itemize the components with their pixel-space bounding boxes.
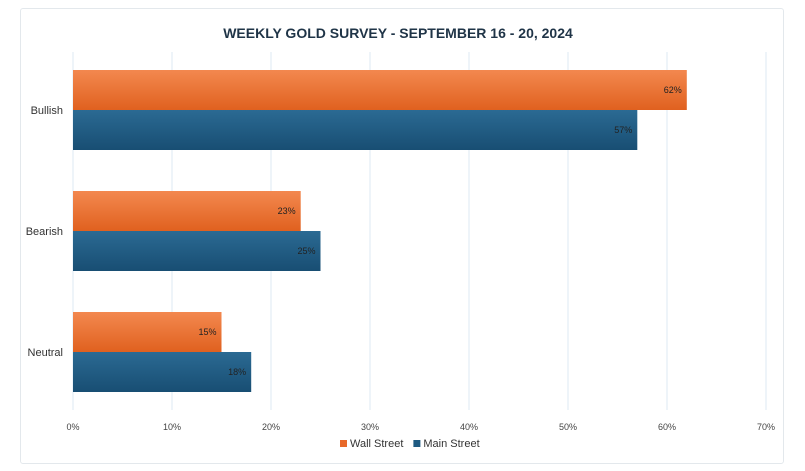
- bar-main-street: [73, 352, 252, 392]
- x-tick-label: 10%: [163, 422, 181, 432]
- data-label: 25%: [297, 246, 315, 256]
- data-label: 18%: [228, 367, 246, 377]
- legend-label: Main Street: [423, 438, 479, 450]
- data-label: 62%: [664, 85, 682, 95]
- x-tick-label: 60%: [658, 422, 676, 432]
- category-label: Neutral: [28, 347, 63, 359]
- bar-main-street: [73, 231, 321, 271]
- x-tick-label: 20%: [262, 422, 280, 432]
- data-label: 23%: [278, 206, 296, 216]
- x-tick-label: 50%: [559, 422, 577, 432]
- category-label: Bullish: [31, 105, 63, 117]
- x-tick-label: 0%: [66, 422, 79, 432]
- bar-main-street: [73, 110, 638, 150]
- legend-label: Wall Street: [350, 438, 403, 450]
- chart-title: WEEKLY GOLD SURVEY - SEPTEMBER 16 - 20, …: [223, 25, 573, 41]
- legend: Wall Street Main Street: [340, 438, 480, 450]
- x-tick-label: 30%: [361, 422, 379, 432]
- bar-wall-street: [73, 70, 687, 110]
- x-tick-label: 40%: [460, 422, 478, 432]
- legend-swatch: [340, 440, 347, 447]
- legend-swatch: [413, 440, 421, 447]
- bars: [73, 70, 687, 392]
- data-label: 57%: [614, 125, 632, 135]
- category-label: Bearish: [26, 226, 63, 238]
- data-label: 15%: [198, 327, 216, 337]
- bar-wall-street: [73, 191, 301, 231]
- bar-wall-street: [73, 312, 222, 352]
- labels: 0% 10% 20% 30% 40% 50% 60% 70% Bullish 62% 57% Bear…: [26, 85, 775, 432]
- x-tick-label: 70%: [757, 422, 775, 432]
